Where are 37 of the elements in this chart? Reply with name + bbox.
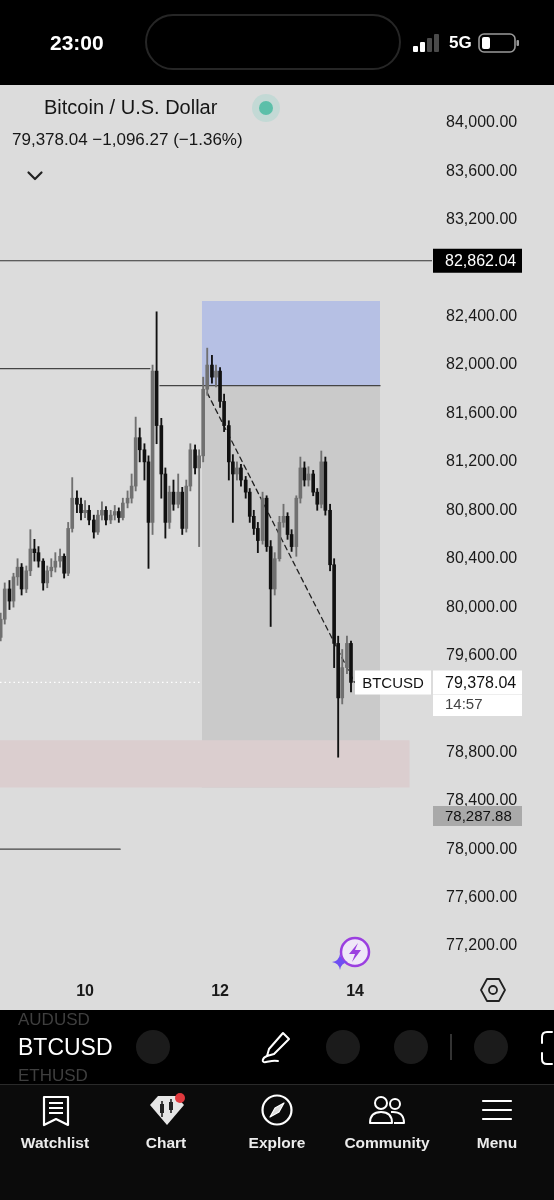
text: ETHUSD: [18, 1066, 88, 1086]
ref-line-label: 79,378.04: [445, 673, 517, 691]
x-tick-label: 14: [346, 982, 365, 1000]
y-tick-label: 78,400.00: [446, 791, 518, 809]
y-tick-label: 84,000.00: [446, 113, 518, 131]
text: 5G: [449, 33, 472, 53]
y-tick-label: 83,200.00: [446, 210, 518, 228]
text: Chart: [145, 1134, 187, 1152]
y-tick-label: 78,800.00: [446, 742, 518, 760]
y-tick-label: 81,200.00: [446, 452, 518, 470]
x-tick-label: 12: [211, 982, 230, 1000]
text: 23:00: [50, 30, 104, 56]
text: AUDUSD: [18, 1010, 90, 1030]
annotation: BTCUSD: [362, 673, 424, 691]
chart-title: Bitcoin / U.S. Dollar: [44, 95, 218, 119]
candlestick: [83, 500, 87, 518]
ref-line-label: 82,862.04: [445, 252, 517, 270]
text: BTCUSD: [18, 1033, 113, 1061]
text: 14:57: [445, 695, 483, 713]
y-tick-label: 82,400.00: [446, 307, 518, 325]
text: Community: [344, 1134, 430, 1152]
text: Explore: [248, 1134, 306, 1152]
text: 78,287.88: [445, 807, 512, 825]
y-tick-label: 80,800.00: [446, 500, 518, 518]
y-tick-label: 79,600.00: [446, 645, 518, 663]
text: 79,378.04 −1,096.27 (−1.36%): [12, 130, 243, 150]
y-tick-label: 78,000.00: [446, 839, 518, 857]
x-tick-label: 10: [76, 982, 95, 1000]
text: Watchlist: [20, 1134, 90, 1152]
y-tick-label: 83,600.00: [446, 161, 518, 179]
y-tick-label: 77,600.00: [446, 887, 518, 905]
y-tick-label: 80,000.00: [446, 597, 518, 615]
text: Menu: [476, 1134, 518, 1152]
y-tick-label: 81,600.00: [446, 403, 518, 421]
y-tick-label: 80,400.00: [446, 549, 518, 567]
y-tick-label: 82,000.00: [446, 355, 518, 373]
y-tick-label: 77,200.00: [446, 936, 518, 954]
